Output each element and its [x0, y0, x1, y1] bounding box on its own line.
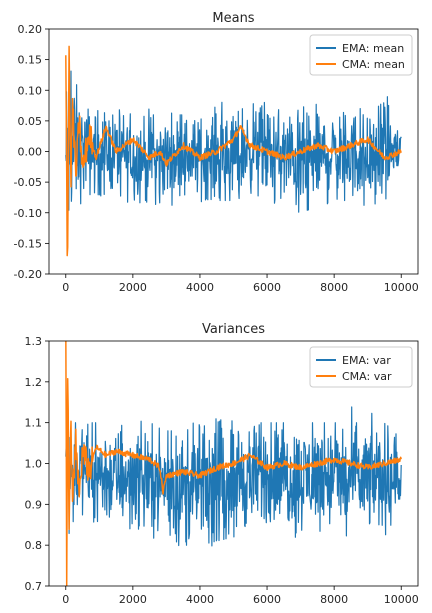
y-tick-label: 1.2: [25, 376, 43, 389]
y-tick-label: -0.15: [14, 237, 42, 250]
legend: EMA: var CMA: var: [309, 346, 413, 388]
x-tick-label: 0: [62, 593, 69, 606]
x-tick-label: 6000: [253, 593, 281, 606]
series-line-0: [65, 70, 402, 213]
y-tick-label: 0.20: [18, 23, 43, 36]
chart-title: Variances: [202, 322, 265, 337]
y-tick-label: 0.8: [25, 539, 43, 552]
x-tick-label: 10000: [384, 281, 419, 294]
legend-label: EMA: mean: [342, 42, 404, 55]
x-tick-label: 10000: [384, 593, 419, 606]
series-line-1: [65, 341, 402, 586]
y-tick-label: -0.20: [14, 268, 42, 281]
legend: EMA: mean CMA: mean: [309, 34, 413, 76]
x-tick-label: 4000: [186, 593, 214, 606]
x-tick-label: 8000: [320, 281, 348, 294]
x-tick-label: 6000: [253, 281, 281, 294]
legend-label: CMA: mean: [342, 58, 405, 71]
chart-0: Means 0 2000 4000 6000 8000 10000 -0.20 -0.15 -0.…: [14, 11, 419, 294]
x-tick-label: 4000: [186, 281, 214, 294]
y-tick-label: -0.05: [14, 176, 42, 189]
series-line-1: [65, 45, 402, 257]
y-tick-label: 1.1: [25, 417, 43, 430]
y-tick-label: 0.15: [18, 54, 43, 67]
x-tick-label: 8000: [320, 593, 348, 606]
legend-label: EMA: var: [342, 354, 391, 367]
legend-label: CMA: var: [342, 370, 392, 383]
y-tick-label: 1.0: [25, 458, 43, 471]
y-tick-label: 0.05: [18, 115, 43, 128]
y-tick-label: 1.3: [25, 335, 43, 348]
x-tick-label: 2000: [119, 281, 147, 294]
x-tick-label: 0: [62, 281, 69, 294]
y-tick-label: 0.7: [25, 580, 43, 593]
plot-area: [65, 341, 402, 586]
y-tick-label: 0.00: [18, 146, 43, 159]
series-line-0: [65, 406, 402, 547]
y-tick-label: -0.10: [14, 207, 42, 220]
chart-1: Variances 0 2000 4000 6000 8000 10000 0.7 0.8 0.9…: [25, 322, 419, 606]
y-tick-label: 0.9: [25, 498, 43, 511]
y-tick-label: 0.10: [18, 84, 43, 97]
plot-area: [65, 45, 402, 257]
chart-title: Means: [212, 11, 254, 26]
x-tick-label: 2000: [119, 593, 147, 606]
